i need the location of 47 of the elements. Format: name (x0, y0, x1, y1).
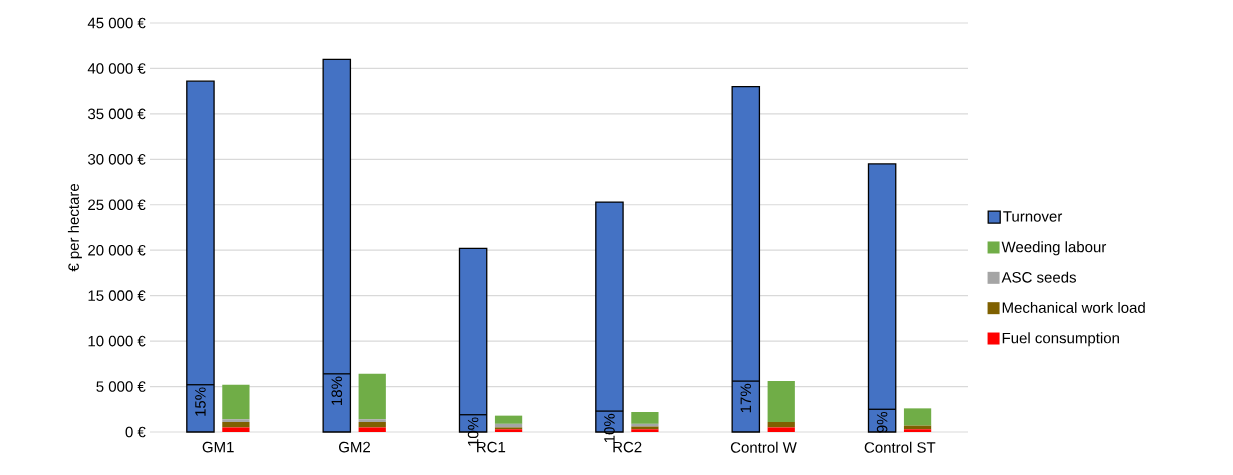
y-tick-label: 25 000 € (88, 199, 146, 211)
bar (358, 419, 386, 422)
annotation: 18% (331, 376, 343, 405)
y-tick-label: 5 000 € (96, 381, 146, 392)
x-tick-label: Control W (730, 441, 797, 453)
bar (903, 429, 932, 432)
y-tick-label: 45 000 € (87, 17, 146, 29)
annotation: 10% (604, 413, 615, 443)
x-tick-label: GM2 (339, 441, 371, 453)
annotation: 10% (467, 417, 479, 446)
legend-label: Weeding labour (1001, 241, 1107, 256)
y-tick-label: 35 000 € (87, 108, 146, 120)
annotation: 9% (876, 412, 888, 433)
bar (867, 163, 897, 433)
bar (767, 422, 795, 428)
legend-label: ASC seeds (1001, 271, 1077, 283)
bar (358, 373, 386, 420)
bar (767, 381, 795, 422)
y-axis-title: € per hectare (67, 184, 82, 272)
x-tick-label: RC1 (477, 441, 506, 453)
x-tick-label: RC2 (613, 441, 642, 453)
y-tick-label: 30 000 € (87, 154, 146, 165)
y-tick-label: 15 000 € (88, 290, 146, 301)
bar (186, 80, 215, 433)
y-tick-label: 20 000 € (88, 244, 146, 256)
bar (767, 427, 795, 432)
annotation: 15% (195, 387, 206, 416)
legend-label: Turnover (1003, 211, 1063, 222)
bar (358, 422, 386, 428)
bar (322, 58, 352, 433)
bar (358, 427, 386, 432)
y-tick-label: 40 000 € (87, 63, 146, 74)
y-tick-label: 10 000 € (88, 335, 146, 347)
bar (222, 427, 250, 432)
bar (631, 412, 659, 424)
bar (222, 384, 250, 420)
bar (903, 408, 932, 426)
legend-label: Mechanical work load (1002, 301, 1145, 313)
x-tick-label: GM1 (202, 441, 234, 453)
y-tick-label: 0 € (125, 426, 146, 438)
bar (222, 419, 250, 422)
x-tick-label: Control ST (864, 441, 936, 453)
bar (731, 85, 761, 433)
bar (222, 422, 250, 428)
legend-label: Fuel consumption (1002, 332, 1119, 347)
annotation: 17% (740, 383, 752, 413)
bar (494, 415, 523, 424)
